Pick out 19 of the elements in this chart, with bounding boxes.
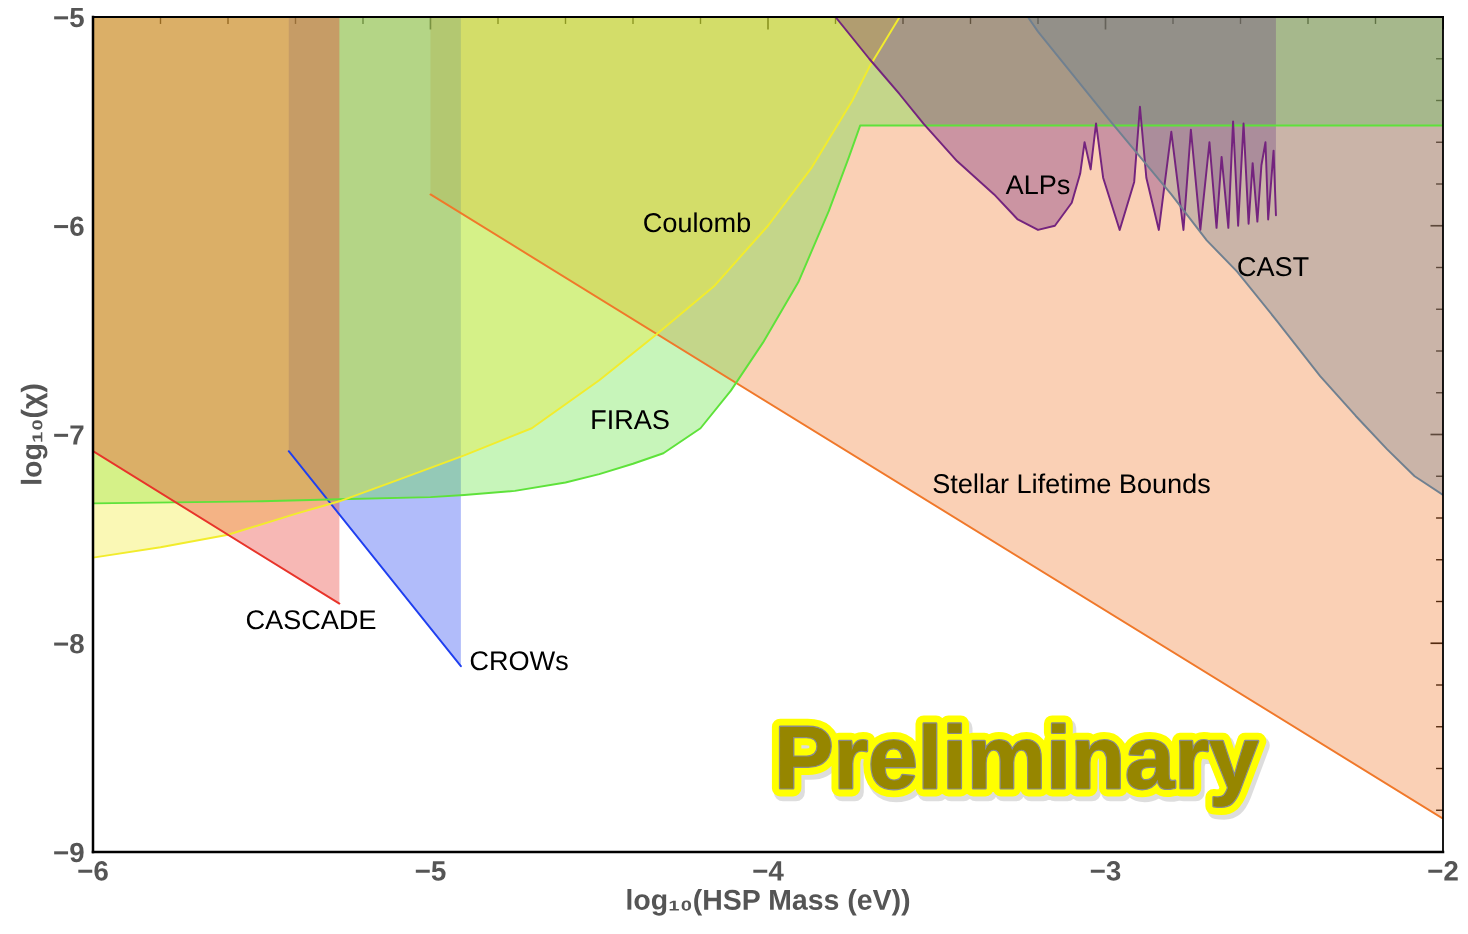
x-tick-label: −6	[78, 861, 108, 881]
x-tick-label: −2	[1428, 861, 1458, 881]
y-tick-label: −8	[54, 633, 84, 654]
series-label: FIRAS	[592, 410, 669, 430]
y-tick-label: −6	[54, 216, 84, 237]
x-tick-label: −3	[1090, 861, 1121, 881]
x-axis-title: log₁₀(HSP Mass (eV))	[627, 889, 910, 916]
x-tick-label: −5	[415, 861, 446, 881]
y-tick-label: −5	[54, 7, 84, 28]
x-tick-label: −4	[753, 861, 784, 881]
series-label: Stellar Lifetime Bounds	[933, 473, 1210, 494]
series-label: CASCADE	[246, 610, 376, 630]
series-label: Coulomb	[644, 212, 751, 233]
y-tick-label: −9	[54, 842, 84, 863]
y-axis-title: log₁₀(χ)	[20, 384, 48, 484]
series-label: CAST	[1238, 257, 1309, 277]
series-label: CROWs	[470, 651, 568, 671]
y-tick-label: −7	[54, 425, 84, 445]
series-label: ALPs	[1005, 175, 1070, 195]
